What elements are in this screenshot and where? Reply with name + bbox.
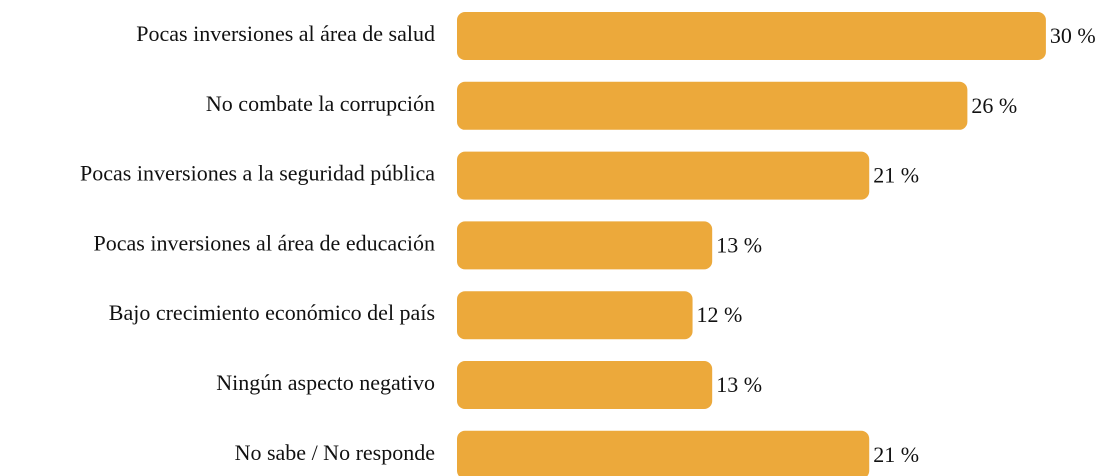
value-label: 12 % bbox=[697, 302, 743, 327]
value-label: 21 % bbox=[873, 442, 919, 467]
bar bbox=[457, 151, 870, 200]
category-label: Pocas inversiones a la seguridad pública bbox=[80, 161, 435, 186]
value-label: 21 % bbox=[873, 163, 919, 188]
value-label: 13 % bbox=[716, 232, 762, 257]
bar bbox=[457, 430, 870, 476]
category-label: Bajo crecimiento económico del país bbox=[109, 300, 435, 325]
bar bbox=[457, 81, 968, 130]
value-label: 13 % bbox=[716, 372, 762, 397]
value-label: 30 % bbox=[1050, 23, 1096, 48]
category-label: No combate la corrupción bbox=[206, 91, 435, 116]
value-label: 26 % bbox=[971, 93, 1017, 118]
category-label: No sabe / No responde bbox=[235, 440, 435, 465]
category-label: Pocas inversiones al área de salud bbox=[136, 21, 435, 46]
bar bbox=[457, 221, 713, 270]
bar bbox=[457, 291, 693, 340]
bar bbox=[457, 361, 713, 409]
category-label: Pocas inversiones al área de educación bbox=[94, 230, 435, 255]
bar bbox=[457, 12, 1046, 60]
category-label: Ningún aspecto negativo bbox=[216, 370, 435, 395]
